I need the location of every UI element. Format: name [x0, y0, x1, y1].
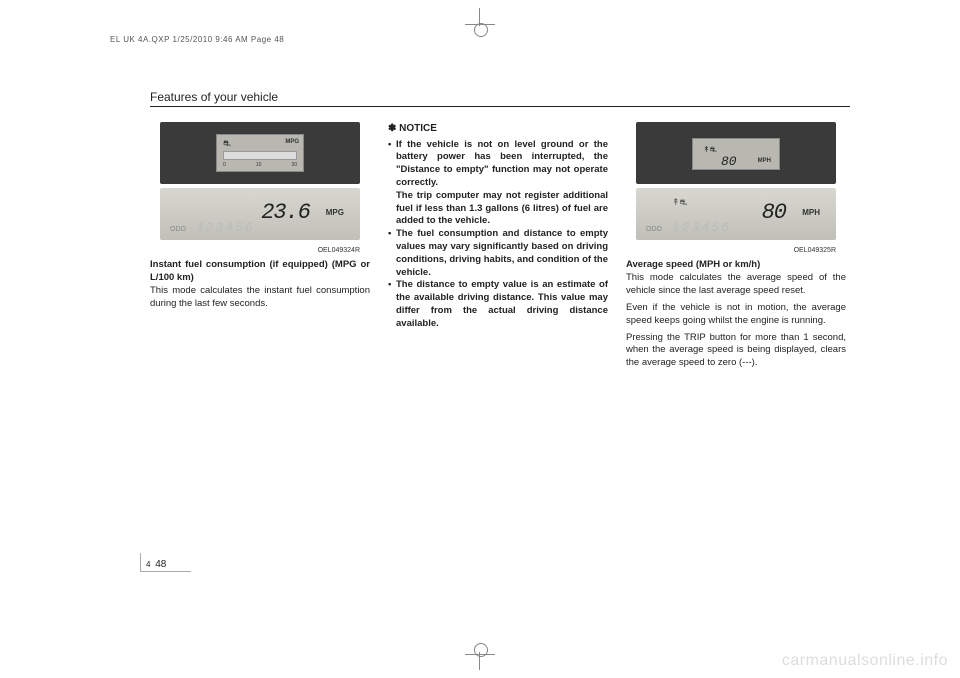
antenna-car-icon: ↟⛐	[672, 196, 687, 208]
column-3: ↟⛐ 80 MPH ↟⛐ 80 MPH ODO 123456 OEL049325…	[626, 122, 846, 370]
bullet-dot: •	[388, 279, 396, 330]
display-upper-panel: ⛐ MPG 0 10 20	[160, 122, 360, 184]
odo-label: ODO	[646, 225, 662, 234]
avg-speed-display: ↟⛐ 80 MPH ↟⛐ 80 MPH ODO 123456	[636, 122, 836, 240]
col3-heading: Average speed (MPH or km/h)	[626, 259, 846, 272]
tick: 20	[291, 162, 297, 169]
odo-value: 123456	[196, 219, 255, 237]
bullet-dot: •	[388, 228, 396, 279]
page-number-value: 48	[155, 559, 166, 570]
col1-body: This mode calculates the instant fuel co…	[150, 285, 370, 311]
figure-reference: OEL049325R	[626, 246, 836, 255]
gauge-bar	[223, 151, 297, 160]
col3-p1: This mode calculates the average speed o…	[626, 272, 846, 298]
watermark: carmanualsonline.info	[782, 652, 948, 670]
crop-mark-bottom	[465, 634, 495, 664]
content-columns: ⛐ MPG 0 10 20 23.6 MPG ODO 123456	[150, 122, 850, 370]
fuel-gauge: ⛐ MPG 0 10 20	[216, 134, 304, 172]
avg-top-value: 80	[721, 153, 737, 171]
gauge-ticks: 0 10 20	[223, 162, 297, 169]
col3-p2: Even if the vehicle is not in motion, th…	[626, 302, 846, 328]
notice-bullet: • If the vehicle is not on level ground …	[388, 139, 608, 229]
instant-fuel-display: ⛐ MPG 0 10 20 23.6 MPG ODO 123456	[160, 122, 360, 240]
avg-speed-gauge: ↟⛐ 80 MPH	[692, 138, 780, 170]
print-header: EL UK 4A.QXP 1/25/2010 9:46 AM Page 48	[110, 35, 284, 44]
notice-bullet: • The distance to empty value is an esti…	[388, 279, 608, 330]
notice-text: If the vehicle is not on level ground or…	[396, 139, 608, 229]
car-icon: ⛐	[223, 137, 231, 149]
column-1: ⛐ MPG 0 10 20 23.6 MPG ODO 123456	[150, 122, 370, 370]
notice-bullet: • The fuel consumption and distance to e…	[388, 228, 608, 279]
tick: 0	[223, 162, 226, 169]
col1-heading: Instant fuel consumption (if equipped) (…	[150, 259, 370, 285]
section-title: Features of your vehicle	[150, 90, 850, 107]
manual-page: EL UK 4A.QXP 1/25/2010 9:46 AM Page 48 F…	[110, 30, 850, 590]
tick: 10	[256, 162, 262, 169]
lcd-unit: MPH	[802, 208, 820, 219]
notice-text: The distance to empty value is an estima…	[396, 279, 608, 330]
avg-top-unit: MPH	[758, 157, 771, 165]
chapter-number: 4	[146, 560, 150, 569]
column-2: ✽ NOTICE • If the vehicle is not on leve…	[388, 122, 608, 370]
gauge-unit-label: MPG	[285, 138, 299, 146]
lcd-unit: MPG	[326, 208, 344, 219]
odo-label: ODO	[170, 225, 186, 234]
notice-title: ✽ NOTICE	[388, 122, 608, 136]
display-lower-panel: ↟⛐ 80 MPH ODO 123456	[636, 188, 836, 240]
antenna-icon: ↟⛐	[703, 145, 717, 156]
lcd-value: 23.6	[261, 198, 310, 228]
odo-value: 123456	[672, 219, 731, 237]
display-lower-panel: 23.6 MPG ODO 123456	[160, 188, 360, 240]
figure-reference: OEL049324R	[150, 246, 360, 255]
bullet-dot: •	[388, 139, 396, 229]
lcd-value: 80	[762, 198, 786, 228]
display-upper-panel: ↟⛐ 80 MPH	[636, 122, 836, 184]
col3-p3: Pressing the TRIP button for more than 1…	[626, 332, 846, 370]
notice-text: The fuel consumption and distance to emp…	[396, 228, 608, 279]
page-number: 4 48	[146, 559, 166, 570]
